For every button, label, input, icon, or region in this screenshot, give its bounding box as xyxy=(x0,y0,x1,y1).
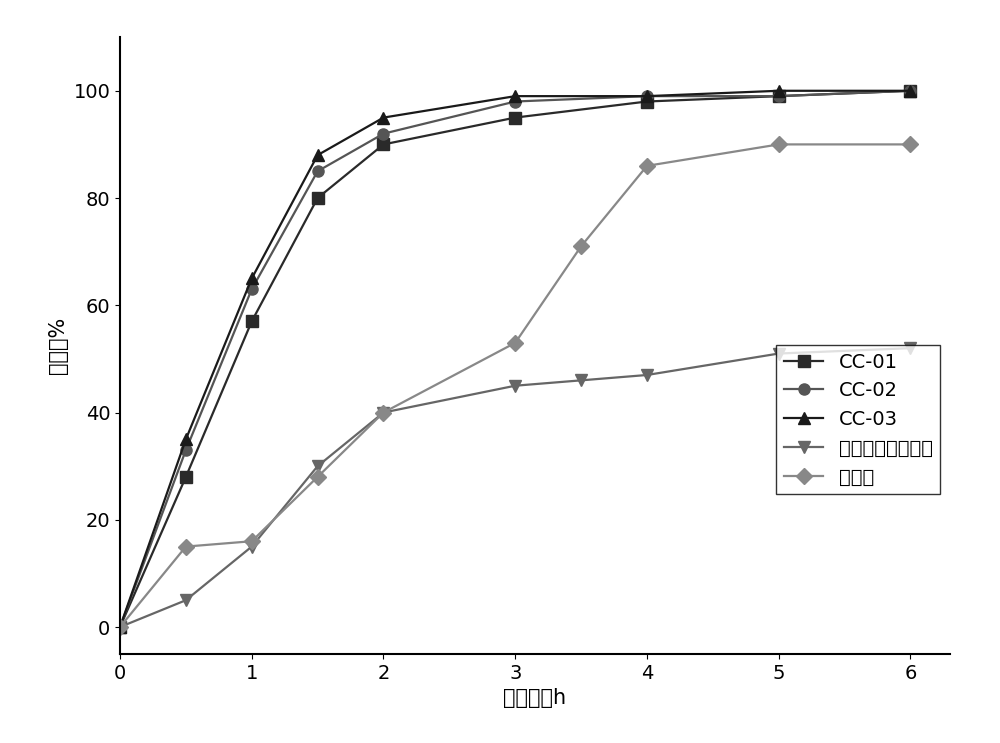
CC-03 xyxy=(312,151,324,160)
CC-01 xyxy=(180,473,192,481)
三乙胺 xyxy=(180,542,192,551)
三乙胺 xyxy=(246,536,258,545)
CC-01 xyxy=(641,97,653,106)
CC-01 xyxy=(904,86,916,95)
二月桂酸二丁基锡 xyxy=(246,542,258,551)
CC-02 xyxy=(312,166,324,175)
三乙胺 xyxy=(312,473,324,481)
CC-03 xyxy=(509,91,521,100)
CC-02 xyxy=(180,446,192,455)
二月桂酸二丁基锡 xyxy=(114,623,126,632)
二月桂酸二丁基锡 xyxy=(575,376,587,385)
三乙胺 xyxy=(509,338,521,347)
Legend: CC-01, CC-02, CC-03, 二月桂酸二丁基锡, 三乙胺: CC-01, CC-02, CC-03, 二月桂酸二丁基锡, 三乙胺 xyxy=(776,345,940,494)
CC-03 xyxy=(904,86,916,95)
三乙胺 xyxy=(641,161,653,170)
三乙胺 xyxy=(773,140,785,149)
CC-01 xyxy=(114,623,126,632)
Line: 三乙胺: 三乙胺 xyxy=(114,139,916,632)
CC-02 xyxy=(773,91,785,100)
CC-03 xyxy=(641,91,653,100)
三乙胺 xyxy=(377,408,389,417)
Line: CC-02: CC-02 xyxy=(114,85,916,632)
CC-01 xyxy=(377,140,389,149)
二月桂酸二丁基锡 xyxy=(641,371,653,380)
二月桂酸二丁基锡 xyxy=(773,349,785,358)
CC-02 xyxy=(509,97,521,106)
CC-03 xyxy=(114,623,126,632)
CC-02 xyxy=(246,285,258,293)
Line: 二月桂酸二丁基锡: 二月桂酸二丁基锡 xyxy=(114,343,916,632)
CC-01 xyxy=(509,113,521,122)
X-axis label: 反应时间h: 反应时间h xyxy=(503,688,567,708)
Y-axis label: 转化率%: 转化率% xyxy=(48,317,68,374)
CC-02 xyxy=(377,129,389,138)
CC-02 xyxy=(114,623,126,632)
CC-03 xyxy=(377,113,389,122)
二月桂酸二丁基锡 xyxy=(377,408,389,417)
CC-02 xyxy=(904,86,916,95)
CC-01 xyxy=(312,194,324,203)
CC-03 xyxy=(180,435,192,444)
CC-03 xyxy=(773,86,785,95)
二月桂酸二丁基锡 xyxy=(509,381,521,390)
三乙胺 xyxy=(575,241,587,250)
CC-03 xyxy=(246,274,258,283)
CC-02 xyxy=(641,91,653,100)
二月桂酸二丁基锡 xyxy=(180,596,192,605)
三乙胺 xyxy=(114,623,126,632)
三乙胺 xyxy=(904,140,916,149)
Line: CC-03: CC-03 xyxy=(114,85,916,632)
二月桂酸二丁基锡 xyxy=(904,344,916,353)
二月桂酸二丁基锡 xyxy=(312,461,324,470)
CC-01 xyxy=(246,317,258,326)
Line: CC-01: CC-01 xyxy=(114,85,916,632)
CC-01 xyxy=(773,91,785,100)
